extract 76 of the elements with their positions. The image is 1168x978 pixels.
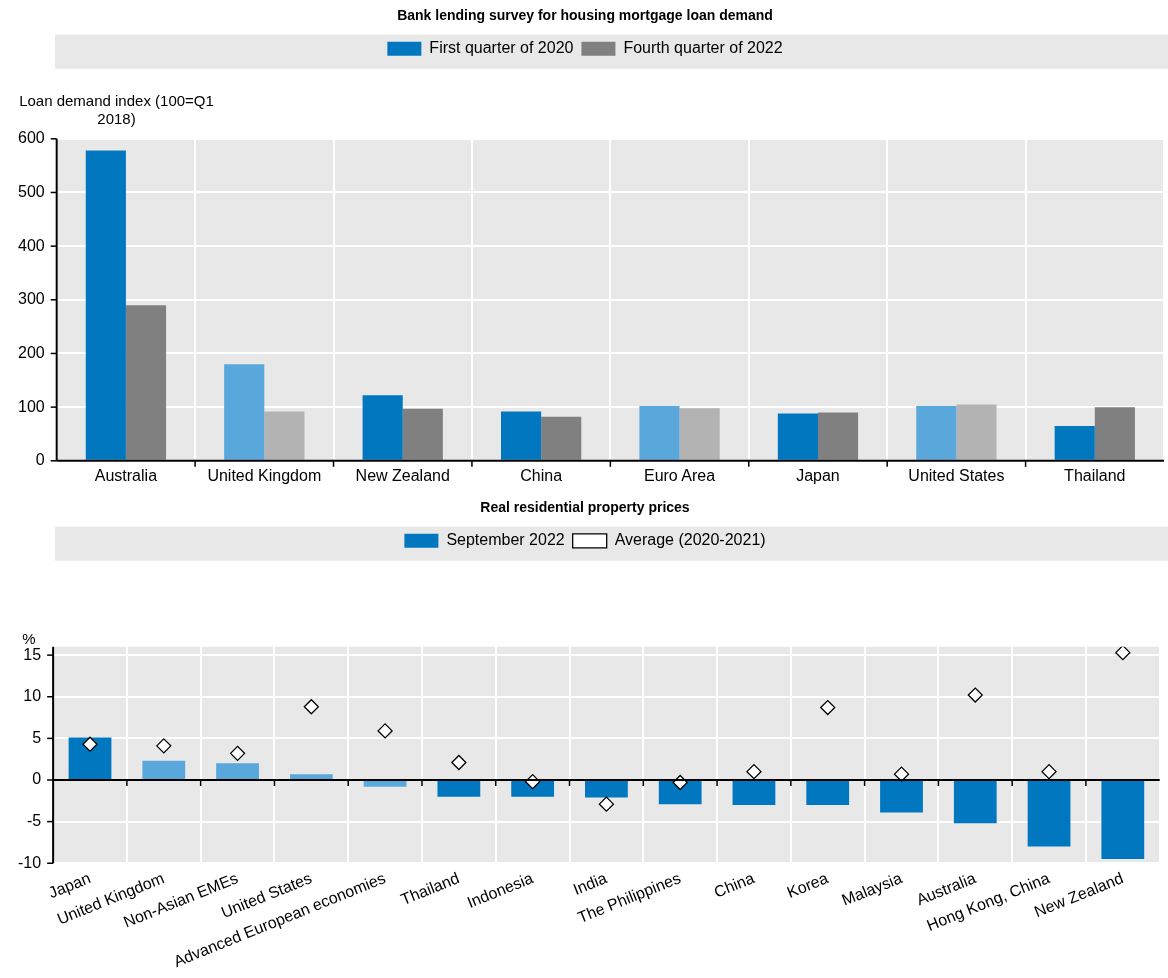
bar <box>732 780 776 805</box>
bar <box>1101 780 1145 860</box>
y-tick-label: -10 <box>18 853 42 871</box>
y-tick-label: 5 <box>32 728 42 746</box>
point <box>451 754 467 771</box>
bar <box>224 364 265 460</box>
point <box>893 766 910 782</box>
bar <box>679 408 720 460</box>
bar <box>264 411 305 460</box>
bar <box>289 774 333 779</box>
bar <box>142 760 186 779</box>
point <box>156 738 172 754</box>
y-tick-label: 10 <box>23 687 42 705</box>
point <box>820 699 836 716</box>
x-tick-label: China <box>520 466 563 484</box>
bar <box>585 780 628 798</box>
legend-label: First quarter of 2020 <box>429 39 574 57</box>
y-axis-title: % <box>21 630 37 648</box>
y-tick-label: 500 <box>17 182 45 200</box>
y-tick-label: 100 <box>17 397 45 415</box>
x-tick-label: Australia <box>94 466 158 484</box>
y-tick-label: -5 <box>26 812 42 830</box>
y-tick-label: 400 <box>17 236 45 254</box>
legend-label: Average (2020-2021) <box>614 531 766 549</box>
point <box>1041 764 1057 780</box>
bar <box>362 395 403 460</box>
point <box>967 687 983 703</box>
bar <box>216 763 259 779</box>
x-tick-label: China <box>711 869 757 901</box>
x-tick-label: United Kingdom <box>207 466 322 484</box>
bar <box>639 406 680 460</box>
point <box>377 723 393 739</box>
bar <box>956 404 997 460</box>
point <box>598 796 615 812</box>
chart-title: Real residential property prices <box>480 499 690 516</box>
y-tick-label: 600 <box>17 129 45 147</box>
bar <box>1054 425 1095 460</box>
bar <box>817 412 859 460</box>
x-tick-label: United States <box>908 466 1005 484</box>
bar <box>1094 407 1135 460</box>
bar <box>880 780 923 813</box>
bar <box>777 413 818 460</box>
bar <box>658 780 702 805</box>
bar <box>437 780 481 797</box>
point <box>229 745 246 761</box>
bar <box>953 780 997 824</box>
point <box>303 699 319 715</box>
bar <box>68 737 112 779</box>
y-tick-label: 15 <box>23 645 42 663</box>
point <box>746 764 762 780</box>
bar <box>806 780 850 805</box>
x-tick-label: Japan <box>796 466 840 484</box>
y-tick-label: 300 <box>17 290 45 308</box>
bar <box>1027 780 1071 847</box>
bar <box>402 408 443 460</box>
bar <box>125 305 167 460</box>
bar <box>363 780 407 787</box>
bar <box>541 416 582 460</box>
y-tick-label: 0 <box>35 451 45 469</box>
y-tick-label: 0 <box>32 770 42 788</box>
chart-title: Bank lending survey for housing mortgage loan demand <box>397 7 773 24</box>
x-tick-label: Korea <box>784 869 831 901</box>
legend-label: September 2022 <box>446 531 565 549</box>
x-tick-label: India <box>570 869 610 898</box>
y-axis-title: Loan demand index (100=Q1 2018) <box>18 92 215 128</box>
bar <box>916 406 957 460</box>
x-tick-label: Japan <box>46 869 93 902</box>
bar <box>85 150 126 460</box>
x-tick-label: New Zealand <box>355 466 450 484</box>
point <box>82 736 98 752</box>
y-tick-label: 200 <box>17 343 45 361</box>
legend-label: Fourth quarter of 2022 <box>623 39 783 57</box>
x-tick-label: Euro Area <box>643 466 716 484</box>
point <box>1115 646 1131 661</box>
x-tick-label: Thailand <box>1064 466 1126 484</box>
bar <box>501 411 542 460</box>
